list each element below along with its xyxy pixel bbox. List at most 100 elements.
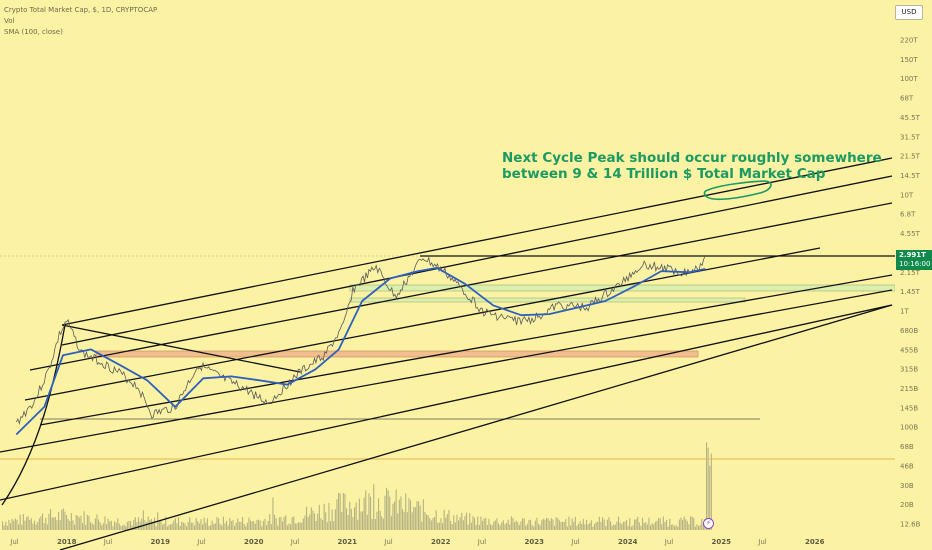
volume-bar: [237, 518, 239, 530]
volume-bar: [643, 522, 645, 530]
volume-bar: [368, 493, 370, 530]
volume-bar: [234, 525, 236, 530]
volume-bar: [322, 520, 324, 530]
volume-bar: [226, 520, 228, 530]
x-tick-label: Jul: [196, 538, 206, 546]
volume-bar: [430, 520, 432, 530]
volume-bar: [637, 516, 639, 530]
volume-bar: [58, 511, 60, 530]
y-tick-label: 46B: [900, 462, 914, 470]
volume-bar: [338, 492, 340, 530]
volume-bar: [275, 518, 277, 530]
series-layer: [15, 255, 706, 436]
volume-bar: [424, 512, 426, 530]
volume-bar: [616, 521, 618, 530]
volume-bar: [379, 510, 381, 530]
volume-bar: [219, 523, 221, 530]
volume-bar: [270, 524, 272, 530]
volume-bar: [406, 512, 408, 530]
lightning-icon[interactable]: ⚡: [703, 518, 714, 529]
volume-bar: [22, 514, 24, 530]
volume-layer: [2, 442, 712, 530]
volume-bar: [45, 517, 47, 530]
y-tick-label: 1T: [900, 308, 909, 316]
x-tick-label: 2021: [338, 538, 358, 546]
volume-bar: [571, 518, 573, 530]
volume-bar: [162, 524, 164, 530]
volume-bar: [528, 520, 530, 530]
volume-bar: [173, 520, 175, 530]
volume-bar: [504, 524, 506, 530]
volume-bar: [3, 525, 5, 530]
volume-bar: [707, 447, 709, 530]
legend-symbol[interactable]: Crypto Total Market Cap, $, 1D, CRYPTOCA…: [4, 6, 158, 14]
volume-bar: [693, 517, 695, 530]
x-tick-label: 2019: [151, 538, 171, 546]
volume-bar: [154, 517, 156, 530]
volume-bar: [381, 516, 383, 530]
volume-bar: [83, 511, 85, 530]
volume-bar: [694, 526, 696, 530]
volume-bar: [163, 523, 165, 530]
volume-bar: [690, 516, 692, 530]
volume-bar: [453, 515, 455, 530]
currency-button[interactable]: USD: [895, 5, 923, 20]
volume-bar: [46, 524, 48, 530]
volume-bar: [326, 522, 328, 530]
volume-bar: [376, 511, 378, 530]
volume-bar: [494, 520, 496, 530]
volume-bar: [587, 524, 589, 530]
volume-bar: [152, 521, 154, 530]
volume-bar: [187, 522, 189, 530]
volume-bar: [43, 523, 45, 530]
volume-bar: [533, 526, 535, 530]
volume-bar: [94, 518, 96, 530]
volume-bar: [688, 524, 690, 530]
volume-bar: [531, 524, 533, 530]
volume-bar: [214, 523, 216, 530]
volume-bar: [515, 520, 517, 530]
volume-bar: [213, 523, 215, 530]
volume-bar: [632, 525, 634, 530]
volume-bar: [101, 525, 103, 530]
y-tick-label: 31.5T: [900, 133, 921, 141]
volume-bar: [50, 509, 52, 530]
volume-bar: [64, 511, 66, 530]
channel-line: [24, 247, 821, 401]
volume-bar: [710, 453, 712, 530]
volume-bar: [61, 509, 63, 530]
volume-bar: [675, 525, 677, 530]
volume-bar: [170, 524, 172, 530]
volume-bar: [506, 522, 508, 530]
volume-bar: [602, 517, 604, 530]
volume-bar: [434, 516, 436, 530]
volume-bar: [165, 516, 167, 530]
legend-volume[interactable]: Vol: [4, 17, 15, 25]
legend-sma[interactable]: SMA (100, close): [4, 28, 63, 36]
volume-bar: [472, 516, 474, 530]
volume-bar: [146, 522, 148, 530]
volume-bar: [354, 507, 356, 530]
volume-bar: [483, 518, 485, 530]
volume-bar: [459, 517, 461, 530]
volume-bar: [74, 524, 76, 530]
y-tick-label: 30B: [900, 482, 914, 490]
volume-bar: [66, 515, 68, 530]
volume-bar: [658, 517, 660, 530]
volume-bar: [54, 517, 56, 530]
volume-bar: [584, 524, 586, 530]
volume-bar: [323, 503, 325, 530]
volume-bar: [613, 524, 615, 530]
price-line: [15, 255, 706, 425]
volume-bar: [435, 510, 437, 530]
volume-bar: [230, 521, 232, 530]
volume-bar: [469, 513, 471, 530]
volume-bar: [408, 498, 410, 530]
volume-bar: [629, 518, 631, 530]
volume-bar: [578, 523, 580, 530]
volume-bar: [301, 522, 303, 530]
volume-bar: [638, 522, 640, 530]
volume-bar: [686, 521, 688, 530]
